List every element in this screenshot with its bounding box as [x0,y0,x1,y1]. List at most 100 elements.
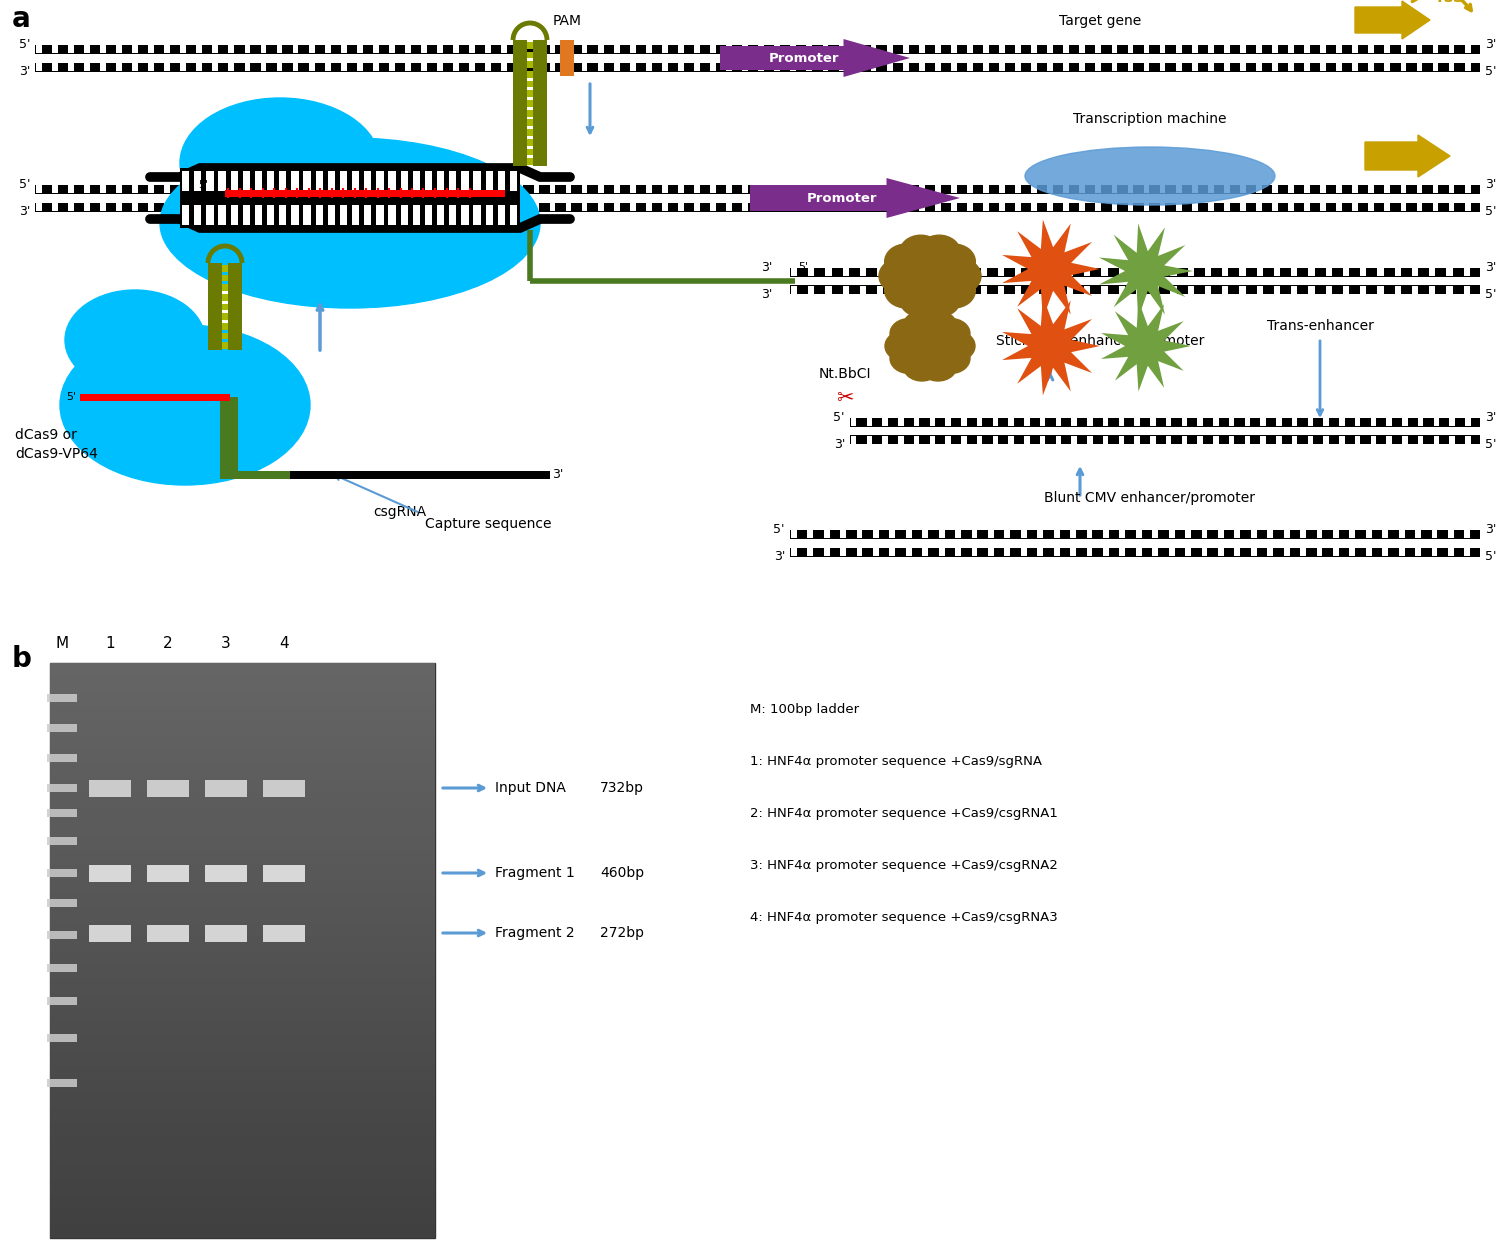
FancyBboxPatch shape [825,286,831,294]
FancyBboxPatch shape [291,170,298,190]
FancyBboxPatch shape [1308,436,1312,444]
FancyBboxPatch shape [597,185,603,193]
FancyBboxPatch shape [1257,286,1263,294]
FancyBboxPatch shape [513,149,548,155]
FancyBboxPatch shape [209,303,222,311]
FancyBboxPatch shape [870,63,876,71]
FancyBboxPatch shape [1449,63,1455,71]
FancyBboxPatch shape [894,268,900,276]
FancyBboxPatch shape [209,332,242,340]
FancyBboxPatch shape [1224,63,1230,71]
FancyBboxPatch shape [261,203,267,211]
FancyBboxPatch shape [1431,530,1437,538]
FancyBboxPatch shape [1304,45,1310,53]
FancyBboxPatch shape [513,139,548,145]
FancyBboxPatch shape [1240,203,1245,211]
FancyBboxPatch shape [1056,419,1060,426]
Polygon shape [843,39,910,76]
FancyBboxPatch shape [1336,45,1342,53]
FancyBboxPatch shape [1066,286,1072,294]
FancyBboxPatch shape [532,71,548,78]
FancyBboxPatch shape [34,45,1480,54]
FancyBboxPatch shape [582,185,588,193]
FancyBboxPatch shape [50,922,435,936]
FancyBboxPatch shape [513,119,548,127]
FancyBboxPatch shape [878,268,884,276]
FancyBboxPatch shape [498,170,506,190]
FancyBboxPatch shape [1300,530,1306,538]
FancyBboxPatch shape [244,203,250,211]
FancyBboxPatch shape [850,417,1480,426]
FancyBboxPatch shape [1368,203,1374,211]
FancyBboxPatch shape [1176,63,1182,71]
FancyBboxPatch shape [376,170,384,190]
Text: 1: HNF4α promoter sequence +Cas9/sgRNA: 1: HNF4α promoter sequence +Cas9/sgRNA [750,756,1042,768]
FancyBboxPatch shape [374,63,378,71]
Ellipse shape [900,236,942,271]
FancyBboxPatch shape [774,185,780,193]
FancyBboxPatch shape [1136,548,1142,556]
FancyBboxPatch shape [405,63,411,71]
FancyBboxPatch shape [951,45,957,53]
FancyBboxPatch shape [1160,185,1166,193]
FancyBboxPatch shape [694,45,700,53]
FancyBboxPatch shape [1342,286,1348,294]
FancyBboxPatch shape [388,45,394,53]
FancyBboxPatch shape [1222,268,1228,276]
FancyBboxPatch shape [912,286,918,294]
FancyBboxPatch shape [710,185,716,193]
FancyBboxPatch shape [219,205,225,226]
FancyBboxPatch shape [326,63,330,71]
FancyBboxPatch shape [388,205,396,226]
FancyBboxPatch shape [922,530,928,538]
FancyBboxPatch shape [843,286,849,294]
FancyBboxPatch shape [882,436,888,444]
Text: 5': 5' [798,262,808,272]
FancyBboxPatch shape [1449,45,1455,53]
FancyBboxPatch shape [228,274,242,282]
FancyBboxPatch shape [534,203,540,211]
Ellipse shape [60,325,310,485]
Text: 732bp: 732bp [600,781,644,794]
FancyBboxPatch shape [180,63,186,71]
FancyBboxPatch shape [1152,530,1158,538]
FancyBboxPatch shape [1134,419,1140,426]
FancyBboxPatch shape [413,170,420,190]
FancyBboxPatch shape [100,203,106,211]
FancyBboxPatch shape [890,548,896,556]
FancyBboxPatch shape [807,45,812,53]
FancyBboxPatch shape [1008,436,1014,444]
FancyBboxPatch shape [898,419,903,426]
FancyBboxPatch shape [972,530,978,538]
FancyBboxPatch shape [50,980,435,994]
FancyBboxPatch shape [470,63,476,71]
FancyBboxPatch shape [981,268,987,276]
FancyBboxPatch shape [50,792,435,807]
FancyBboxPatch shape [549,45,555,53]
FancyBboxPatch shape [1228,436,1234,444]
FancyBboxPatch shape [886,185,892,193]
FancyBboxPatch shape [549,203,555,211]
FancyBboxPatch shape [180,45,186,53]
FancyBboxPatch shape [388,185,394,193]
FancyBboxPatch shape [513,80,526,88]
FancyBboxPatch shape [1272,63,1278,71]
FancyBboxPatch shape [822,63,828,71]
FancyBboxPatch shape [1288,185,1294,193]
FancyBboxPatch shape [774,45,780,53]
FancyBboxPatch shape [1119,548,1125,556]
FancyBboxPatch shape [228,185,234,193]
FancyBboxPatch shape [1188,286,1194,294]
FancyBboxPatch shape [878,286,884,294]
Ellipse shape [920,311,957,341]
FancyBboxPatch shape [1336,203,1342,211]
FancyBboxPatch shape [448,205,456,226]
FancyBboxPatch shape [262,925,305,942]
Text: 5': 5' [1485,288,1497,301]
FancyBboxPatch shape [1134,436,1140,444]
Ellipse shape [933,273,975,308]
FancyBboxPatch shape [513,139,526,145]
Polygon shape [1002,297,1100,396]
FancyBboxPatch shape [1412,286,1418,294]
FancyBboxPatch shape [1308,286,1314,294]
